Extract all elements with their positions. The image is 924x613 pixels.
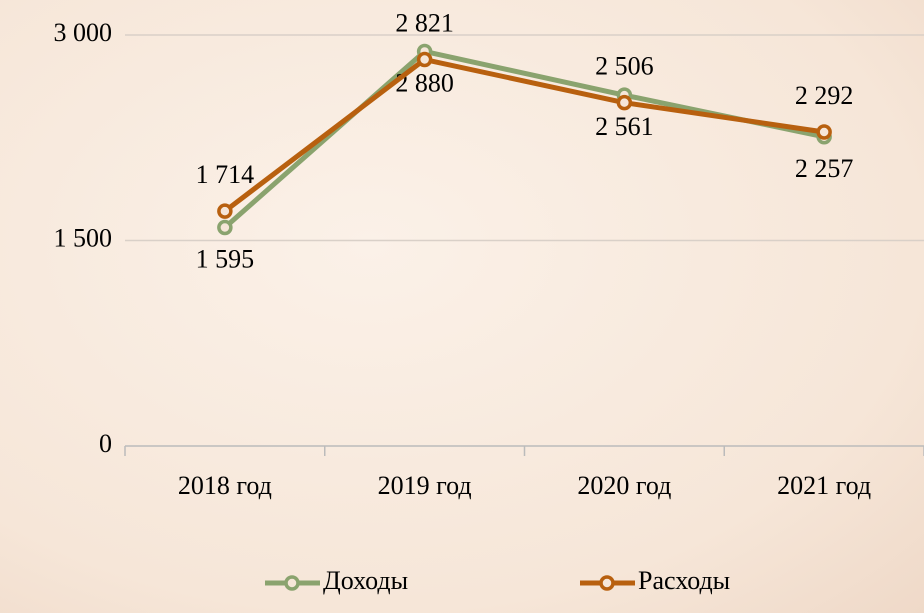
legend-label: Доходы <box>323 566 408 595</box>
legend-marker <box>284 575 300 591</box>
data-label: 2 292 <box>795 81 854 110</box>
line <box>223 48 825 230</box>
data-label: 1 595 <box>196 244 255 273</box>
data-label: 2 506 <box>595 52 654 81</box>
marker <box>416 51 433 68</box>
data-label: 2 821 <box>395 8 454 37</box>
line <box>223 57 825 214</box>
x-tick-label: 2020 год <box>577 471 671 500</box>
legend-label: Расходы <box>638 566 730 595</box>
marker <box>616 94 633 111</box>
y-tick-label: 1 500 <box>54 223 113 252</box>
x-tick-label: 2021 год <box>777 471 871 500</box>
x-tick-label: 2018 год <box>178 471 272 500</box>
data-label: 1 714 <box>196 160 255 189</box>
data-label: 2 561 <box>595 112 654 141</box>
data-label: 2 257 <box>795 154 854 183</box>
marker <box>217 219 233 236</box>
y-tick-label: 0 <box>99 429 112 458</box>
y-tick-label: 3 000 <box>54 18 113 47</box>
marker <box>217 203 233 219</box>
marker <box>816 124 832 140</box>
legend-marker <box>599 575 615 591</box>
x-tick-label: 2019 год <box>378 471 472 500</box>
